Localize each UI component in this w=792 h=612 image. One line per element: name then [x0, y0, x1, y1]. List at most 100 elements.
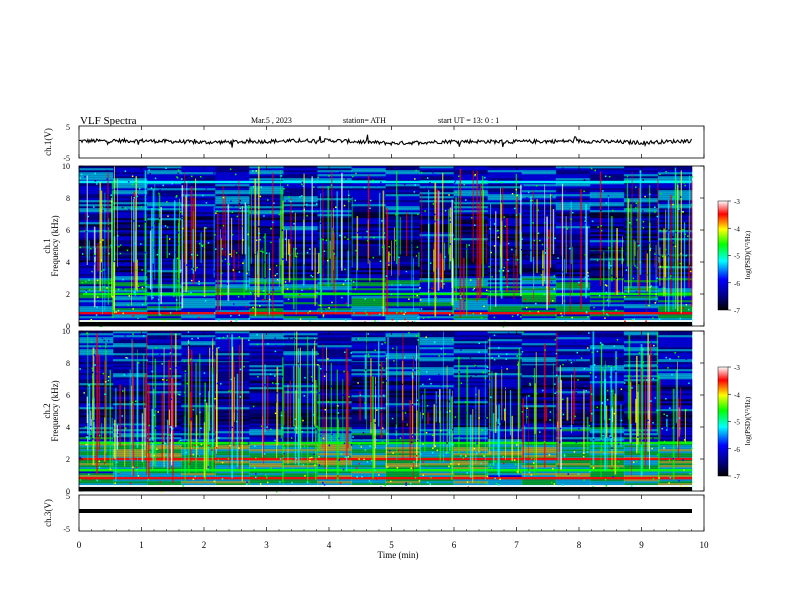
- spectrogram-cell: [317, 401, 352, 404]
- spectrogram-speckle: [155, 347, 157, 349]
- spectrogram-speckle: [405, 272, 407, 274]
- spectrogram-speckle: [199, 262, 202, 265]
- spectrogram-cell: [657, 379, 693, 382]
- spectrogram-cell: [181, 242, 216, 245]
- spectrogram-speckle: [552, 351, 554, 354]
- spectrogram-speckle: [93, 420, 95, 422]
- spectrogram-speckle: [369, 445, 371, 447]
- spectrogram-cell: [147, 228, 182, 231]
- spectrogram-speckle: [229, 444, 231, 447]
- spectrogram-cell: [283, 284, 318, 287]
- spectrogram-cell: [385, 465, 421, 468]
- spectrogram-speckle: [307, 312, 309, 314]
- spectrogram-cell: [79, 244, 114, 247]
- spectrogram-speckle: [431, 171, 434, 174]
- spectrogram-cell: [351, 345, 386, 348]
- spectrogram-cell: [147, 300, 182, 303]
- spectrogram-cell: [351, 471, 386, 474]
- spectrogram-speckle: [126, 381, 128, 383]
- spectrogram-cell: [317, 425, 352, 428]
- spectrogram-cell: [419, 429, 455, 432]
- spectrogram-speckle: [168, 238, 171, 240]
- spectrogram-cell: [317, 353, 352, 356]
- spectrogram-speckle: [94, 172, 97, 175]
- spectrogram-cell: [181, 266, 216, 269]
- spectrogram-speckle: [176, 177, 179, 179]
- spectrogram-speckle: [85, 426, 87, 428]
- spectrogram-speckle: [520, 471, 522, 473]
- spectrogram-cell: [147, 270, 182, 273]
- spectrogram-speckle: [293, 424, 295, 427]
- spectrogram-speckle: [191, 253, 193, 256]
- spectrogram-cell: [351, 286, 386, 289]
- spectrogram-cell: [521, 357, 557, 360]
- spectrogram-cell: [589, 403, 625, 406]
- spectrogram-cell: [487, 349, 523, 352]
- spectrogram-cell: [283, 300, 318, 303]
- spectrogram-cell: [79, 256, 114, 259]
- spectrogram-cell: [521, 343, 557, 346]
- spectrogram-speckle: [396, 320, 398, 323]
- spectrogram-cell: [351, 318, 386, 321]
- spectrogram-speckle: [480, 429, 483, 431]
- spectrogram-speckle: [79, 368, 81, 370]
- spectrogram-cell: [589, 286, 625, 289]
- spectrogram-cell: [181, 373, 216, 376]
- spectrogram-cell: [521, 475, 557, 478]
- spectrogram-cell: [487, 387, 523, 390]
- spectrogram-speckle: [417, 369, 419, 372]
- spectrogram-cell: [79, 190, 114, 193]
- spectrogram-speckle: [90, 425, 92, 428]
- spectrogram-cell: [317, 383, 352, 386]
- spectrogram-cell: [555, 232, 591, 235]
- spectrogram-cell: [521, 383, 557, 386]
- spectrogram-cell: [351, 427, 386, 430]
- spectrogram-cell: [521, 417, 557, 420]
- spectrogram-cell: [487, 473, 523, 476]
- spectrogram-cell: [351, 389, 386, 392]
- spectrogram-speckle: [550, 196, 553, 199]
- spectrogram-speckle: [631, 387, 633, 389]
- spectrogram-cell: [453, 337, 489, 340]
- spectrogram-speckle: [493, 245, 496, 247]
- spectrogram-speckle: [242, 262, 244, 264]
- spectrogram-speckle: [544, 349, 546, 351]
- spectrogram-speckle: [507, 259, 509, 261]
- spectrogram-ytick-label: 10: [62, 162, 70, 171]
- spectrogram-cell: [249, 433, 284, 436]
- spectrogram-speckle: [166, 201, 168, 203]
- spectrogram-cell: [419, 286, 455, 289]
- spectrogram-cell: [249, 304, 284, 307]
- spectrogram-speckle: [105, 381, 107, 383]
- spectrogram-cell: [487, 451, 523, 454]
- spectrogram-cell: [79, 226, 114, 229]
- spectrogram-speckle: [358, 463, 360, 465]
- spectrogram-cell: [555, 234, 591, 237]
- spectrogram-cell: [419, 184, 455, 187]
- spectrogram-speckle: [358, 242, 360, 245]
- spectrogram-speckle: [448, 217, 451, 219]
- spectrogram-speckle: [165, 167, 167, 169]
- spectrogram-cell: [113, 168, 148, 171]
- spectrogram-cell: [283, 479, 318, 482]
- spectrogram-cell: [453, 268, 489, 271]
- spectrogram-speckle: [664, 248, 667, 251]
- spectrogram-speckle: [399, 284, 402, 286]
- spectrogram-speckle: [270, 443, 272, 445]
- spectrogram-cell: [147, 212, 182, 215]
- spectrogram-cell: [249, 308, 284, 311]
- spectrogram-cell: [317, 172, 352, 175]
- spectrogram-cell: [181, 218, 216, 221]
- spectrogram-cell: [453, 389, 489, 392]
- spectrogram-speckle: [304, 373, 307, 376]
- spectrogram-speckle: [267, 199, 269, 201]
- spectrogram-speckle: [636, 219, 638, 221]
- spectrogram-speckle: [177, 243, 179, 245]
- spectrogram-cell: [555, 383, 591, 386]
- spectrogram-cell: [419, 479, 455, 482]
- spectrogram-speckle: [410, 242, 413, 244]
- spectrogram-cell: [385, 331, 421, 334]
- spectrogram-cell: [589, 210, 625, 213]
- spectrogram-cell: [79, 222, 114, 225]
- spectrogram-cell: [555, 188, 591, 191]
